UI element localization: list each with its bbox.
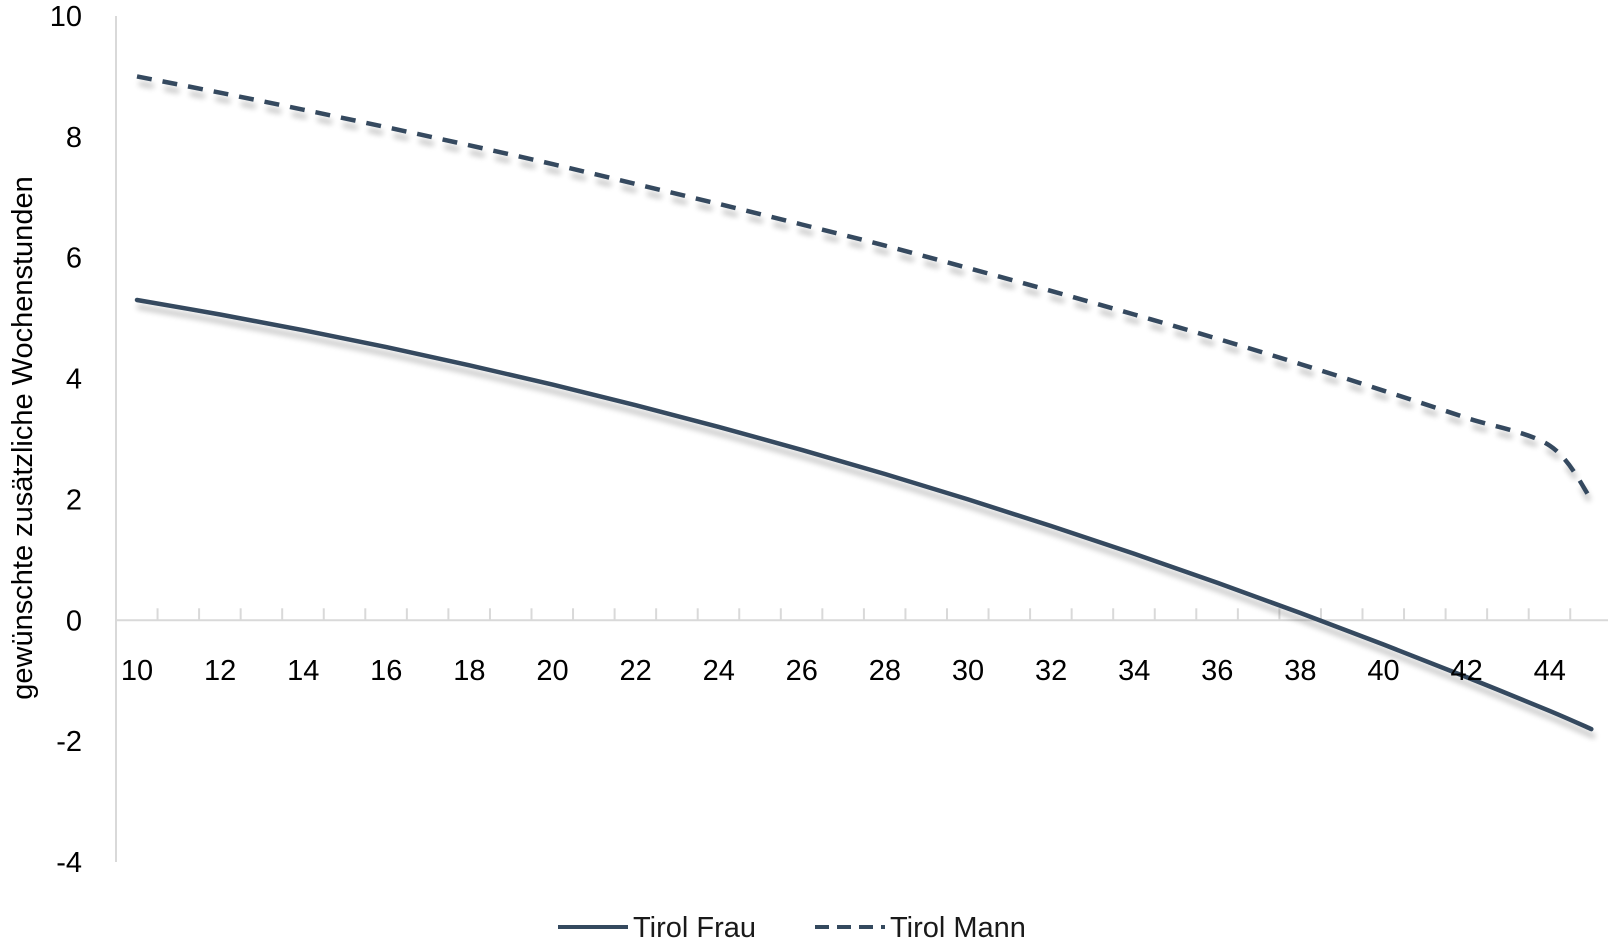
legend-item-1: Tirol Mann xyxy=(815,912,1026,944)
x-tick-label-14: 38 xyxy=(1284,655,1316,687)
series-line-1 xyxy=(136,74,1594,501)
x-tick-label-7: 24 xyxy=(703,655,735,687)
x-tick-label-0: 10 xyxy=(121,655,153,687)
x-tick-label-11: 32 xyxy=(1035,655,1067,687)
x-tick-label-1: 12 xyxy=(204,655,236,687)
legend-label-1: Tirol Mann xyxy=(890,912,1026,944)
x-tick-label-5: 20 xyxy=(536,655,568,687)
x-tick-labels: 10 12 14 16 18 20 22 24 26 28 30 32 34 36 38 40 42 44 xyxy=(121,655,1566,687)
x-tick-label-4: 18 xyxy=(453,655,485,687)
x-tick-label-15: 40 xyxy=(1367,655,1399,687)
y-tick-label-6: 8 xyxy=(66,122,82,154)
y-tick-label-5: 6 xyxy=(66,243,82,275)
x-tick-label-6: 22 xyxy=(619,655,651,687)
x-tick-label-12: 34 xyxy=(1118,655,1150,687)
x-tick-label-13: 36 xyxy=(1201,655,1233,687)
y-tick-label-2: 0 xyxy=(66,605,82,637)
x-tick-label-8: 26 xyxy=(786,655,818,687)
y-tick-label-4: 4 xyxy=(66,364,82,396)
series-line-0 xyxy=(134,297,1594,732)
y-tick-label-0: -4 xyxy=(56,847,82,879)
series-lines xyxy=(134,74,1594,732)
x-tick-label-2: 14 xyxy=(287,655,319,687)
legend: Tirol Frau Tirol Mann xyxy=(558,912,1026,944)
x-tick-label-16: 42 xyxy=(1450,655,1482,687)
legend-label-0: Tirol Frau xyxy=(633,912,756,944)
x-tick-label-17: 44 xyxy=(1534,655,1566,687)
x-axis xyxy=(115,608,1608,622)
x-tick-label-10: 30 xyxy=(952,655,984,687)
y-axis-title: gewünschte zusätzliche Wochenstunden xyxy=(7,176,39,699)
y-tick-labels: -4 -2 0 2 4 6 8 10 xyxy=(50,1,82,879)
x-tick-label-9: 28 xyxy=(869,655,901,687)
x-tick-label-3: 16 xyxy=(370,655,402,687)
y-tick-label-3: 2 xyxy=(66,484,82,516)
legend-item-0: Tirol Frau xyxy=(558,912,756,944)
y-tick-label-7: 10 xyxy=(50,1,82,33)
y-tick-label-1: -2 xyxy=(56,726,82,758)
